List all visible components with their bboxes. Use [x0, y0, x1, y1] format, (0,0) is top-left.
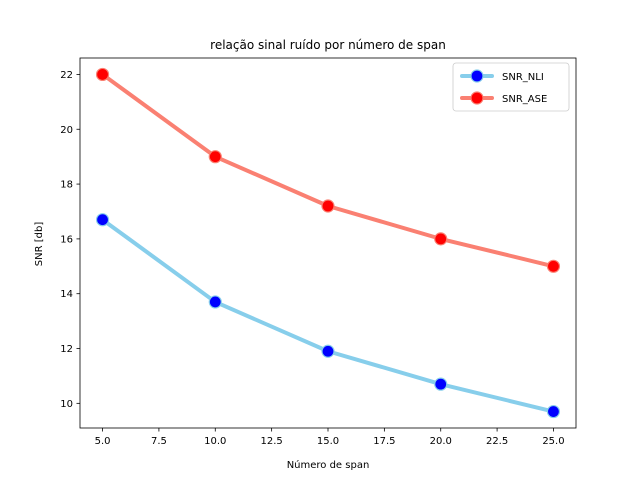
data-point-SNR_NLI-0 [95, 213, 110, 227]
legend-label-SNR_ASE: SNR_ASE [502, 94, 547, 105]
series-layer [95, 67, 561, 419]
y-tick-label: 16 [60, 234, 73, 245]
legend: SNR_NLI SNR_ASE [452, 62, 570, 112]
x-tick-label: 5.0 [95, 436, 111, 447]
y-tick-label: 18 [60, 180, 73, 191]
data-point-SNR_ASE-0 [95, 67, 110, 82]
x-tick-label: 10.0 [204, 436, 226, 447]
data-point-SNR_ASE-3 [434, 232, 448, 246]
y-axis-label: SNR [db] [34, 222, 45, 267]
legend-label-SNR_NLI: SNR_NLI [502, 72, 544, 83]
y-tick-label: 20 [60, 125, 73, 136]
x-axis-label: Número de span [287, 459, 370, 471]
x-tick-label: 25.0 [542, 436, 564, 447]
x-tick-label: 7.5 [151, 436, 167, 447]
chart-title: relação sinal ruído por número de span [210, 38, 446, 52]
data-point-SNR_NLI-3 [434, 377, 448, 391]
data-point-SNR_NLI-1 [208, 295, 222, 309]
data-point-SNR_ASE-1 [208, 150, 222, 164]
y-tick-label: 22 [60, 70, 73, 81]
x-tick-label: 15.0 [317, 436, 339, 447]
y-tick-label: 14 [60, 289, 73, 300]
x-tick-label: 17.5 [373, 436, 395, 447]
data-point-SNR_ASE-4 [546, 259, 561, 273]
axes-layer: 5.0 7.5 10.0 12.5 15.0 17.5 20.0 22.5 25.0 10 12 14… [60, 57, 577, 447]
y-tick-label: 12 [60, 344, 73, 355]
data-point-SNR_NLI-2 [321, 344, 335, 358]
data-point-SNR_NLI-4 [546, 404, 561, 419]
legend-marker-SNR_ASE [470, 91, 484, 105]
x-tick-label: 12.5 [261, 436, 283, 447]
x-tick-label: 20.0 [430, 436, 452, 447]
legend-marker-SNR_NLI [470, 69, 484, 83]
x-tick-label: 22.5 [486, 436, 508, 447]
y-tick-label: 10 [60, 399, 73, 410]
data-point-SNR_ASE-2 [321, 199, 335, 213]
